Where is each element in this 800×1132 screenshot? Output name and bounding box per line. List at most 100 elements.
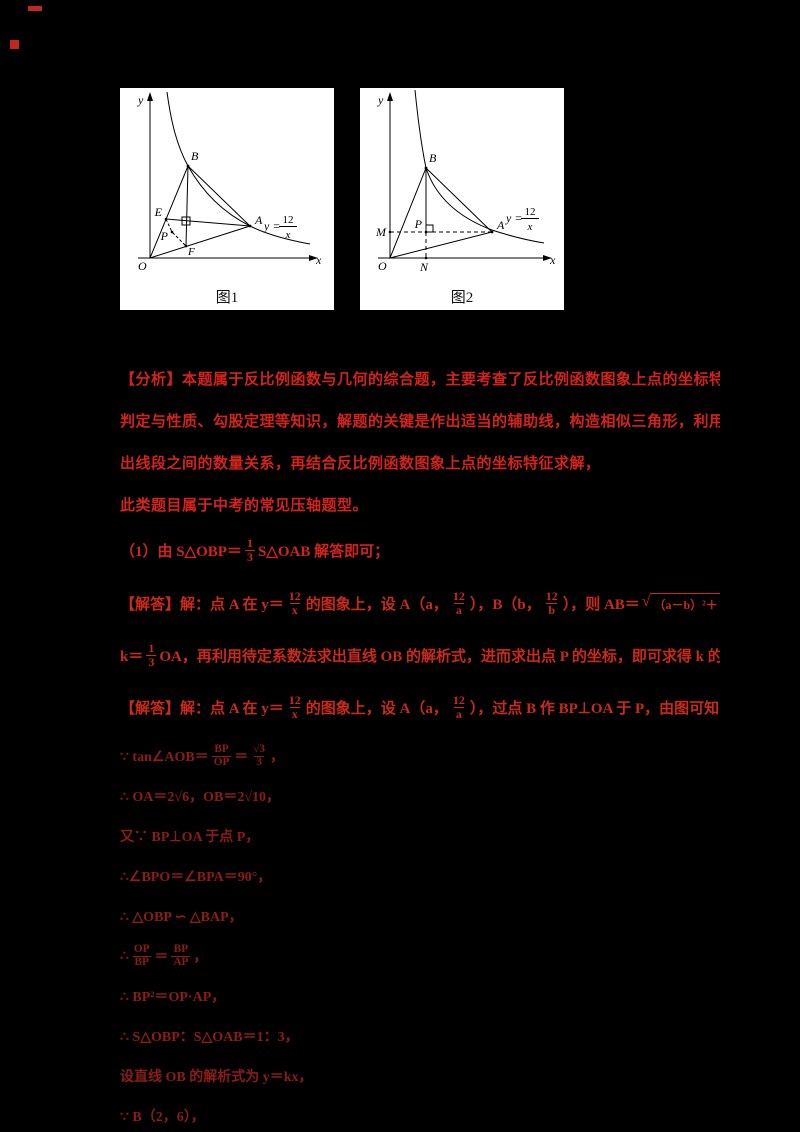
point-B xyxy=(186,164,190,168)
figure-1-caption: 图1 xyxy=(215,290,239,306)
fraction: OP BP xyxy=(132,943,152,969)
x-axis-arrow-icon xyxy=(543,255,552,261)
derivation-line-2: ∴ OA＝2√6，OB＝2√10， xyxy=(120,790,281,805)
fraction-denominator: a xyxy=(453,706,464,721)
label-A: A xyxy=(254,213,263,227)
text-segment: ∵ tan∠AOB＝ xyxy=(120,750,209,765)
point-A xyxy=(248,224,252,228)
analysis-line-4: 此类题目属于中考的常见压轴题型。 xyxy=(120,498,369,514)
derivation-line-5: ∴ △OBP ∽ △BAP， xyxy=(120,910,243,925)
label-F: F xyxy=(187,246,195,258)
fraction-numerator: 1 xyxy=(246,535,253,550)
fraction-numerator: 12 xyxy=(288,588,301,603)
text-segment: ），则 AB＝ xyxy=(562,596,640,613)
analysis-line-3: 出线段之间的数量关系，再结合反比例函数图象上点的坐标特征求解， xyxy=(120,456,601,472)
point-F xyxy=(184,244,188,248)
label-P: P xyxy=(414,217,423,231)
jieda-line-2: 【解答】解：点 A 在 y＝ 12 x 的图象上，设 A（a， 12 a ），过点 … xyxy=(120,686,720,728)
figures-row: y x O B A E P F y = 12 x 图1 xyxy=(120,88,564,310)
point-P xyxy=(170,230,174,234)
fraction-denominator: AP xyxy=(171,955,191,968)
fraction-denominator: 3 xyxy=(146,654,157,669)
point-B xyxy=(424,166,428,170)
fraction-numerator: BP xyxy=(173,943,189,955)
fraction-numerator: 12 xyxy=(288,692,301,707)
function-lhs: y = xyxy=(263,219,280,233)
fraction-numerator: 12 xyxy=(452,588,465,603)
text-segment: ＝ xyxy=(234,750,249,765)
fraction: 12 a xyxy=(451,694,467,720)
fraction-numerator: 12 xyxy=(545,588,558,603)
fraction-denominator: BP xyxy=(132,955,151,968)
x-axis-arrow-icon xyxy=(309,255,318,261)
analysis-line-2: 判定与性质、勾股定理等知识，解题的关键是作出适当的辅助线，构造相似三角形，利用相… xyxy=(120,414,720,430)
fraction-numerator: BP xyxy=(214,743,229,755)
text-segment: ），过点 B 作 BP⊥OA 于 P，由图可知 xyxy=(469,700,720,717)
function-lhs: y = xyxy=(505,211,522,225)
point-A xyxy=(490,230,494,234)
function-numerator: 12 xyxy=(283,214,294,226)
step1-post: S△OAB 解答即可； xyxy=(257,543,390,560)
derivation-line-10: ∵ B（2，6）， xyxy=(120,1110,205,1125)
figure-2-canvas: y x O B A M P N y = 12 x xyxy=(375,89,556,274)
analysis-line-1: 【分析】本题属于反比例函数与几何的综合题，主要考查了反比例函数图象上点的坐标特征… xyxy=(120,372,720,388)
fraction-numerator: 1 xyxy=(148,640,155,655)
stray-red-mark-1 xyxy=(28,6,42,11)
segment-BF xyxy=(185,165,189,247)
y-axis-label: y xyxy=(137,93,144,107)
origin-label: O xyxy=(378,259,387,273)
hyperbola-curve xyxy=(414,89,545,244)
derivation-line-6: ∴ OP BP ＝ BP AP ， xyxy=(120,943,720,969)
text-segment: OA，再利用待定系数法求出直线 OB 的解析式，进而求出点 P 的坐标，即可求得… xyxy=(159,648,720,665)
text-segment: 【解答】解：点 A 在 y＝ xyxy=(120,700,284,717)
function-numerator: 12 xyxy=(525,206,536,218)
point-E xyxy=(164,217,168,221)
fraction: √3 3 xyxy=(251,743,267,769)
fraction-denominator: x xyxy=(289,602,300,617)
fraction-denominator: 3 xyxy=(254,755,264,768)
fraction: 12 x xyxy=(287,694,303,720)
triangle-OBA xyxy=(149,165,251,259)
radical-expression: √（a－b）²＋（a＋b）² xyxy=(642,593,720,613)
derivation-line-4: ∴∠BPO＝∠BPA＝90°， xyxy=(120,870,272,885)
fraction-denominator: x xyxy=(289,706,300,721)
step1-pre: （1）由 S△OBP＝ xyxy=(120,543,242,560)
derivation-line-1: ∵ tan∠AOB＝ BP OP ＝ √3 3 ， xyxy=(120,743,720,769)
stray-red-mark-2 xyxy=(10,40,19,49)
fraction-denominator: b xyxy=(546,602,558,617)
derivation-line-7: ∴ BP²＝OP·AP， xyxy=(120,990,226,1005)
label-A: A xyxy=(496,218,505,232)
fraction-numerator: 12 xyxy=(452,692,465,707)
right-angle-mark xyxy=(181,216,191,226)
y-axis-arrow-icon xyxy=(147,92,153,101)
radicand: （a－b）²＋（a＋b）² xyxy=(650,593,720,613)
triangle-OBA xyxy=(389,167,493,259)
text-segment: 的图象上，设 A（a， xyxy=(305,700,448,717)
figure-2-caption: 图2 xyxy=(450,290,474,306)
derivation-line-3: 又∵ BP⊥OA 于点 P， xyxy=(120,830,260,845)
segment-EPF-dashed xyxy=(165,218,187,247)
text-segment: 的图象上，设 A（a， xyxy=(305,596,448,613)
label-B: B xyxy=(429,151,437,165)
figure-2-box: y x O B A M P N y = 12 x 图2 xyxy=(360,88,564,310)
figure-1-canvas: y x O B A E P F y = 12 x xyxy=(137,91,322,273)
right-angle-mark xyxy=(425,224,434,233)
jieda-line-1: 【解答】解：点 A 在 y＝ 12 x 的图象上，设 A（a， 12 a ），B（b… xyxy=(120,582,720,624)
fraction-denominator: a xyxy=(453,602,464,617)
solution-text: 【分析】本题属于反比例函数与几何的综合题，主要考查了反比例函数图象上点的坐标特征… xyxy=(120,350,720,1132)
function-denominator: x xyxy=(285,229,291,241)
fraction-numerator: OP xyxy=(133,943,150,955)
origin-label: O xyxy=(138,259,147,273)
fraction-numerator: √3 xyxy=(253,743,266,755)
text-segment: ∴ xyxy=(120,948,129,964)
fraction-denominator: 3 xyxy=(244,549,255,564)
segment-EA xyxy=(165,218,251,227)
fraction: 12 a xyxy=(451,590,467,616)
point-M xyxy=(388,230,392,234)
label-E: E xyxy=(154,205,163,219)
